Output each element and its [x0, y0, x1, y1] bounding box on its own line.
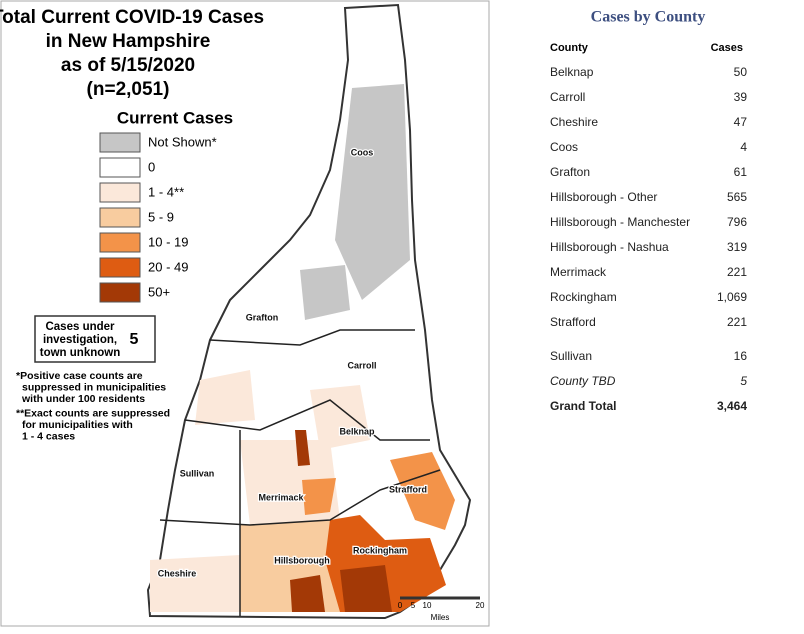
region — [300, 265, 350, 320]
map-title: in New Hampshire — [46, 31, 211, 52]
county-cell: County TBD — [550, 374, 616, 388]
unknown-count: 5 — [130, 331, 139, 348]
cases-cell: 221 — [727, 315, 747, 329]
county-label: Grafton — [246, 312, 279, 322]
scale-tick: 0 — [398, 601, 403, 610]
note: **Exact counts are suppressed — [16, 407, 170, 419]
region — [290, 575, 325, 612]
cases-cell: 319 — [727, 240, 747, 254]
county-cell: Carroll — [550, 90, 585, 104]
map-title: as of 5/15/2020 — [61, 55, 195, 76]
region — [240, 520, 340, 612]
note: *Positive case counts are — [16, 370, 143, 382]
legend-swatch — [99, 157, 141, 178]
legend-label: 50+ — [148, 284, 170, 299]
county-cell: Rockingham — [550, 290, 617, 304]
map-image — [0, 0, 490, 627]
region — [340, 565, 392, 612]
county-cell: Coos — [550, 140, 578, 154]
county-label: Carroll — [347, 360, 376, 370]
county-cell: Sullivan — [550, 349, 592, 363]
unknown-box — [34, 315, 156, 363]
unknown-box-text: investigation, — [43, 334, 117, 346]
scale-unit: Miles — [431, 613, 450, 622]
table-header: County — [550, 42, 589, 54]
cases-cell: 61 — [734, 165, 748, 179]
region — [295, 430, 310, 466]
note: for municipalities with — [22, 419, 133, 431]
scale-tick: 5 — [411, 601, 416, 610]
legend-label: 10 - 19 — [148, 234, 188, 249]
county-label: Belknap — [339, 426, 375, 436]
legend-swatch — [99, 282, 141, 303]
cases-cell: 50 — [734, 65, 748, 79]
county-cell: Belknap — [550, 65, 594, 79]
region — [195, 370, 255, 425]
county-cell: Hillsborough - Other — [550, 190, 657, 204]
region — [150, 555, 240, 612]
map-title: Total Current COVID-19 Cases — [0, 7, 264, 28]
legend-label: Not Shown* — [148, 134, 217, 149]
legend-swatch — [99, 207, 141, 228]
legend-label: 1 - 4** — [148, 184, 184, 199]
county-label: Hillsborough — [274, 555, 330, 565]
region — [390, 452, 455, 530]
cases-cell: 565 — [727, 190, 747, 204]
county-label: Strafford — [389, 484, 427, 494]
legend-swatch — [99, 232, 141, 253]
region — [302, 478, 336, 515]
cases-cell: 16 — [734, 349, 748, 363]
county-border — [184, 399, 430, 441]
region — [310, 385, 370, 450]
cases-cell: 5 — [740, 374, 747, 388]
county-cell: Hillsborough - Nashua — [550, 240, 669, 254]
county-cell: Merrimack — [550, 265, 607, 279]
legend-title: Current Cases — [117, 108, 233, 127]
county-cell: Strafford — [550, 315, 596, 329]
county-label: Coos — [351, 147, 374, 157]
note: with under 100 residents — [21, 393, 145, 405]
table-header: Cases — [711, 42, 743, 54]
cases-cell: 39 — [734, 90, 748, 104]
cases-cell: 796 — [727, 215, 747, 229]
cases-cell: 4 — [740, 140, 747, 154]
cases-cell: 221 — [727, 265, 747, 279]
legend-label: 5 - 9 — [148, 209, 174, 224]
cases-cell: 1,069 — [717, 290, 747, 304]
county-cell: Cheshire — [550, 115, 598, 129]
county-label: Rockingham — [353, 545, 407, 555]
note: suppressed in municipalities — [22, 381, 166, 393]
county-cell: Hillsborough - Manchester — [550, 215, 690, 229]
map-title: (n=2,051) — [87, 79, 170, 100]
cases-cell: 47 — [734, 115, 748, 129]
county-cell: Grand Total — [550, 399, 616, 413]
unknown-box-text: Cases under — [45, 321, 115, 333]
region — [335, 84, 410, 300]
scale-tick: 10 — [423, 601, 432, 610]
legend-swatch — [99, 182, 141, 203]
county-border — [159, 469, 441, 526]
county-label: Cheshire — [158, 568, 197, 578]
legend-label: 20 - 49 — [148, 259, 188, 274]
legend-label: 0 — [148, 159, 155, 174]
county-cell: Grafton — [550, 165, 590, 179]
county-label: Sullivan — [180, 468, 215, 478]
unknown-box-text: town unknown — [40, 347, 120, 359]
note: 1 - 4 cases — [22, 430, 75, 442]
scale-tick: 20 — [476, 601, 485, 610]
cases-cell: 3,464 — [717, 399, 747, 413]
table-title: Cases by County — [591, 9, 706, 26]
legend-swatch — [99, 257, 141, 278]
county-label: Merrimack — [258, 492, 304, 502]
legend-swatch — [99, 132, 141, 153]
county-border — [209, 329, 415, 346]
